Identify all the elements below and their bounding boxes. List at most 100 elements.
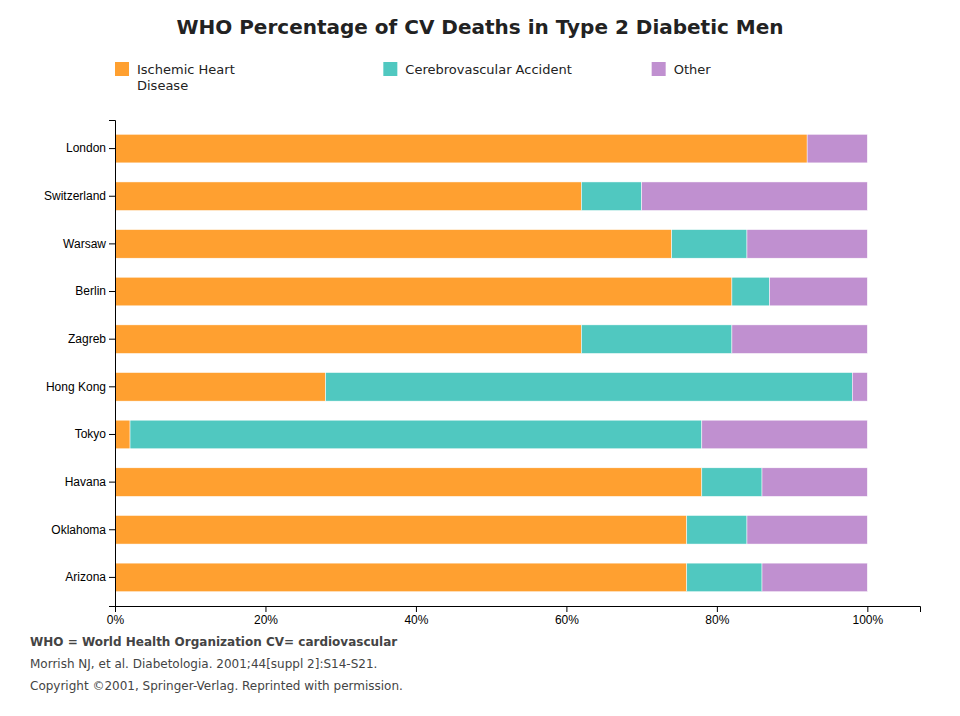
bar xyxy=(581,182,641,211)
legend-label: Cerebrovascular Accident xyxy=(405,62,571,77)
y-tick-mark xyxy=(109,482,115,483)
bar xyxy=(732,325,867,354)
footnote: Morrish NJ, et al. Diabetologia. 2001;44… xyxy=(30,657,377,671)
bar xyxy=(115,373,326,402)
bar xyxy=(115,230,672,259)
y-tick-label: Warsaw xyxy=(63,237,106,251)
x-tick-mark xyxy=(566,606,567,612)
series xyxy=(642,134,868,591)
y-tick-mark xyxy=(109,291,115,292)
y-tick-label: Oklahoma xyxy=(51,523,106,537)
bar xyxy=(762,563,867,592)
y-tick: Warsaw xyxy=(63,237,115,251)
legend-item: Other xyxy=(652,62,712,77)
bar xyxy=(807,134,867,163)
y-tick-label: Arizona xyxy=(65,570,106,584)
x-tick: 0% xyxy=(107,606,125,627)
bar xyxy=(115,182,581,211)
y-tick-mark xyxy=(109,529,115,530)
bar xyxy=(115,515,687,544)
footnote: WHO = World Health Organization CV= card… xyxy=(30,635,397,649)
footnotes: WHO = World Health Organization CV= card… xyxy=(30,635,403,693)
x-tick-label: 20% xyxy=(254,613,278,627)
bar xyxy=(687,515,747,544)
y-tick-label: Zagreb xyxy=(68,332,106,346)
bar xyxy=(115,420,130,449)
bar xyxy=(852,373,867,402)
title: WHO Percentage of CV Deaths in Type 2 Di… xyxy=(176,15,783,39)
x-tick-mark xyxy=(416,606,417,612)
y-tick-mark xyxy=(109,148,115,149)
y-tick: Zagreb xyxy=(68,332,115,346)
x-tick-label: 0% xyxy=(107,613,125,627)
bar xyxy=(762,468,867,497)
y-tick-label: Switzerland xyxy=(44,189,106,203)
y-tick: London xyxy=(66,141,115,155)
x-tick-mark xyxy=(717,606,718,612)
x-tick-label: 40% xyxy=(404,613,428,627)
legend-swatch xyxy=(652,62,666,76)
bar xyxy=(326,373,853,402)
legend-item: Ischemic HeartDisease xyxy=(115,62,235,93)
footnote: Copyright ©2001, Springer-Verlag. Reprin… xyxy=(30,679,403,693)
legend-item: Cerebrovascular Accident xyxy=(383,62,571,77)
x-tick-mark xyxy=(265,606,266,612)
bar xyxy=(115,277,732,306)
y-tick: Arizona xyxy=(65,570,115,584)
y-tick-label: Tokyo xyxy=(75,427,107,441)
x-axis: 0% 20% 40% 60% 80% 100% xyxy=(107,606,921,627)
bar xyxy=(115,468,702,497)
bar xyxy=(747,515,867,544)
bar xyxy=(130,420,702,449)
x-axis-line xyxy=(116,607,921,613)
y-tick-mark xyxy=(109,434,115,435)
y-tick-mark xyxy=(109,386,115,387)
x-tick: 40% xyxy=(404,606,428,627)
y-tick: Berlin xyxy=(75,284,115,298)
bar xyxy=(115,134,807,163)
y-tick-label: Havana xyxy=(65,475,107,489)
y-tick-mark xyxy=(109,196,115,197)
y-tick: Switzerland xyxy=(44,189,115,203)
x-tick-label: 100% xyxy=(852,613,883,627)
x-tick: 60% xyxy=(555,606,579,627)
y-tick: Havana xyxy=(65,475,115,489)
x-tick: 80% xyxy=(705,606,729,627)
bar xyxy=(642,182,868,211)
legend-label: Ischemic HeartDisease xyxy=(137,62,235,93)
bar xyxy=(115,325,581,354)
bar xyxy=(687,563,762,592)
y-tick: Oklahoma xyxy=(51,523,115,537)
bar xyxy=(702,468,762,497)
x-tick: 20% xyxy=(254,606,278,627)
bar xyxy=(732,277,770,306)
y-tick-mark xyxy=(109,577,115,578)
y-tick-label: Berlin xyxy=(75,284,106,298)
bar xyxy=(581,325,731,354)
bar xyxy=(770,277,868,306)
y-tick-label: London xyxy=(66,141,106,155)
chart: WHO Percentage of CV Deaths in Type 2 Di… xyxy=(0,0,960,716)
bar xyxy=(747,230,867,259)
bar xyxy=(115,563,687,592)
x-tick-label: 80% xyxy=(705,613,729,627)
x-tick-mark xyxy=(867,606,868,612)
plot: 0% 20% 40% 60% 80% 100% Arizona Oklahoma Havana T… xyxy=(44,121,921,627)
legend-swatch xyxy=(115,62,129,76)
series xyxy=(130,182,852,592)
y-axis-line xyxy=(109,121,116,607)
legend-swatch xyxy=(383,62,397,76)
y-tick-label: Hong Kong xyxy=(46,380,106,394)
bars xyxy=(115,134,867,591)
legend: Ischemic HeartDisease Cerebrovascular Acc… xyxy=(115,62,711,93)
y-tick-mark xyxy=(109,339,115,340)
y-tick: Tokyo xyxy=(75,427,115,441)
x-tick: 100% xyxy=(852,606,883,627)
y-axis: Arizona Oklahoma Havana Tokyo Hong Kong Zagre… xyxy=(44,121,116,607)
x-tick-label: 60% xyxy=(555,613,579,627)
legend-label: Other xyxy=(674,62,712,77)
y-tick-mark xyxy=(109,243,115,244)
bar xyxy=(702,420,868,449)
y-tick: Hong Kong xyxy=(46,380,115,394)
bar xyxy=(672,230,747,259)
